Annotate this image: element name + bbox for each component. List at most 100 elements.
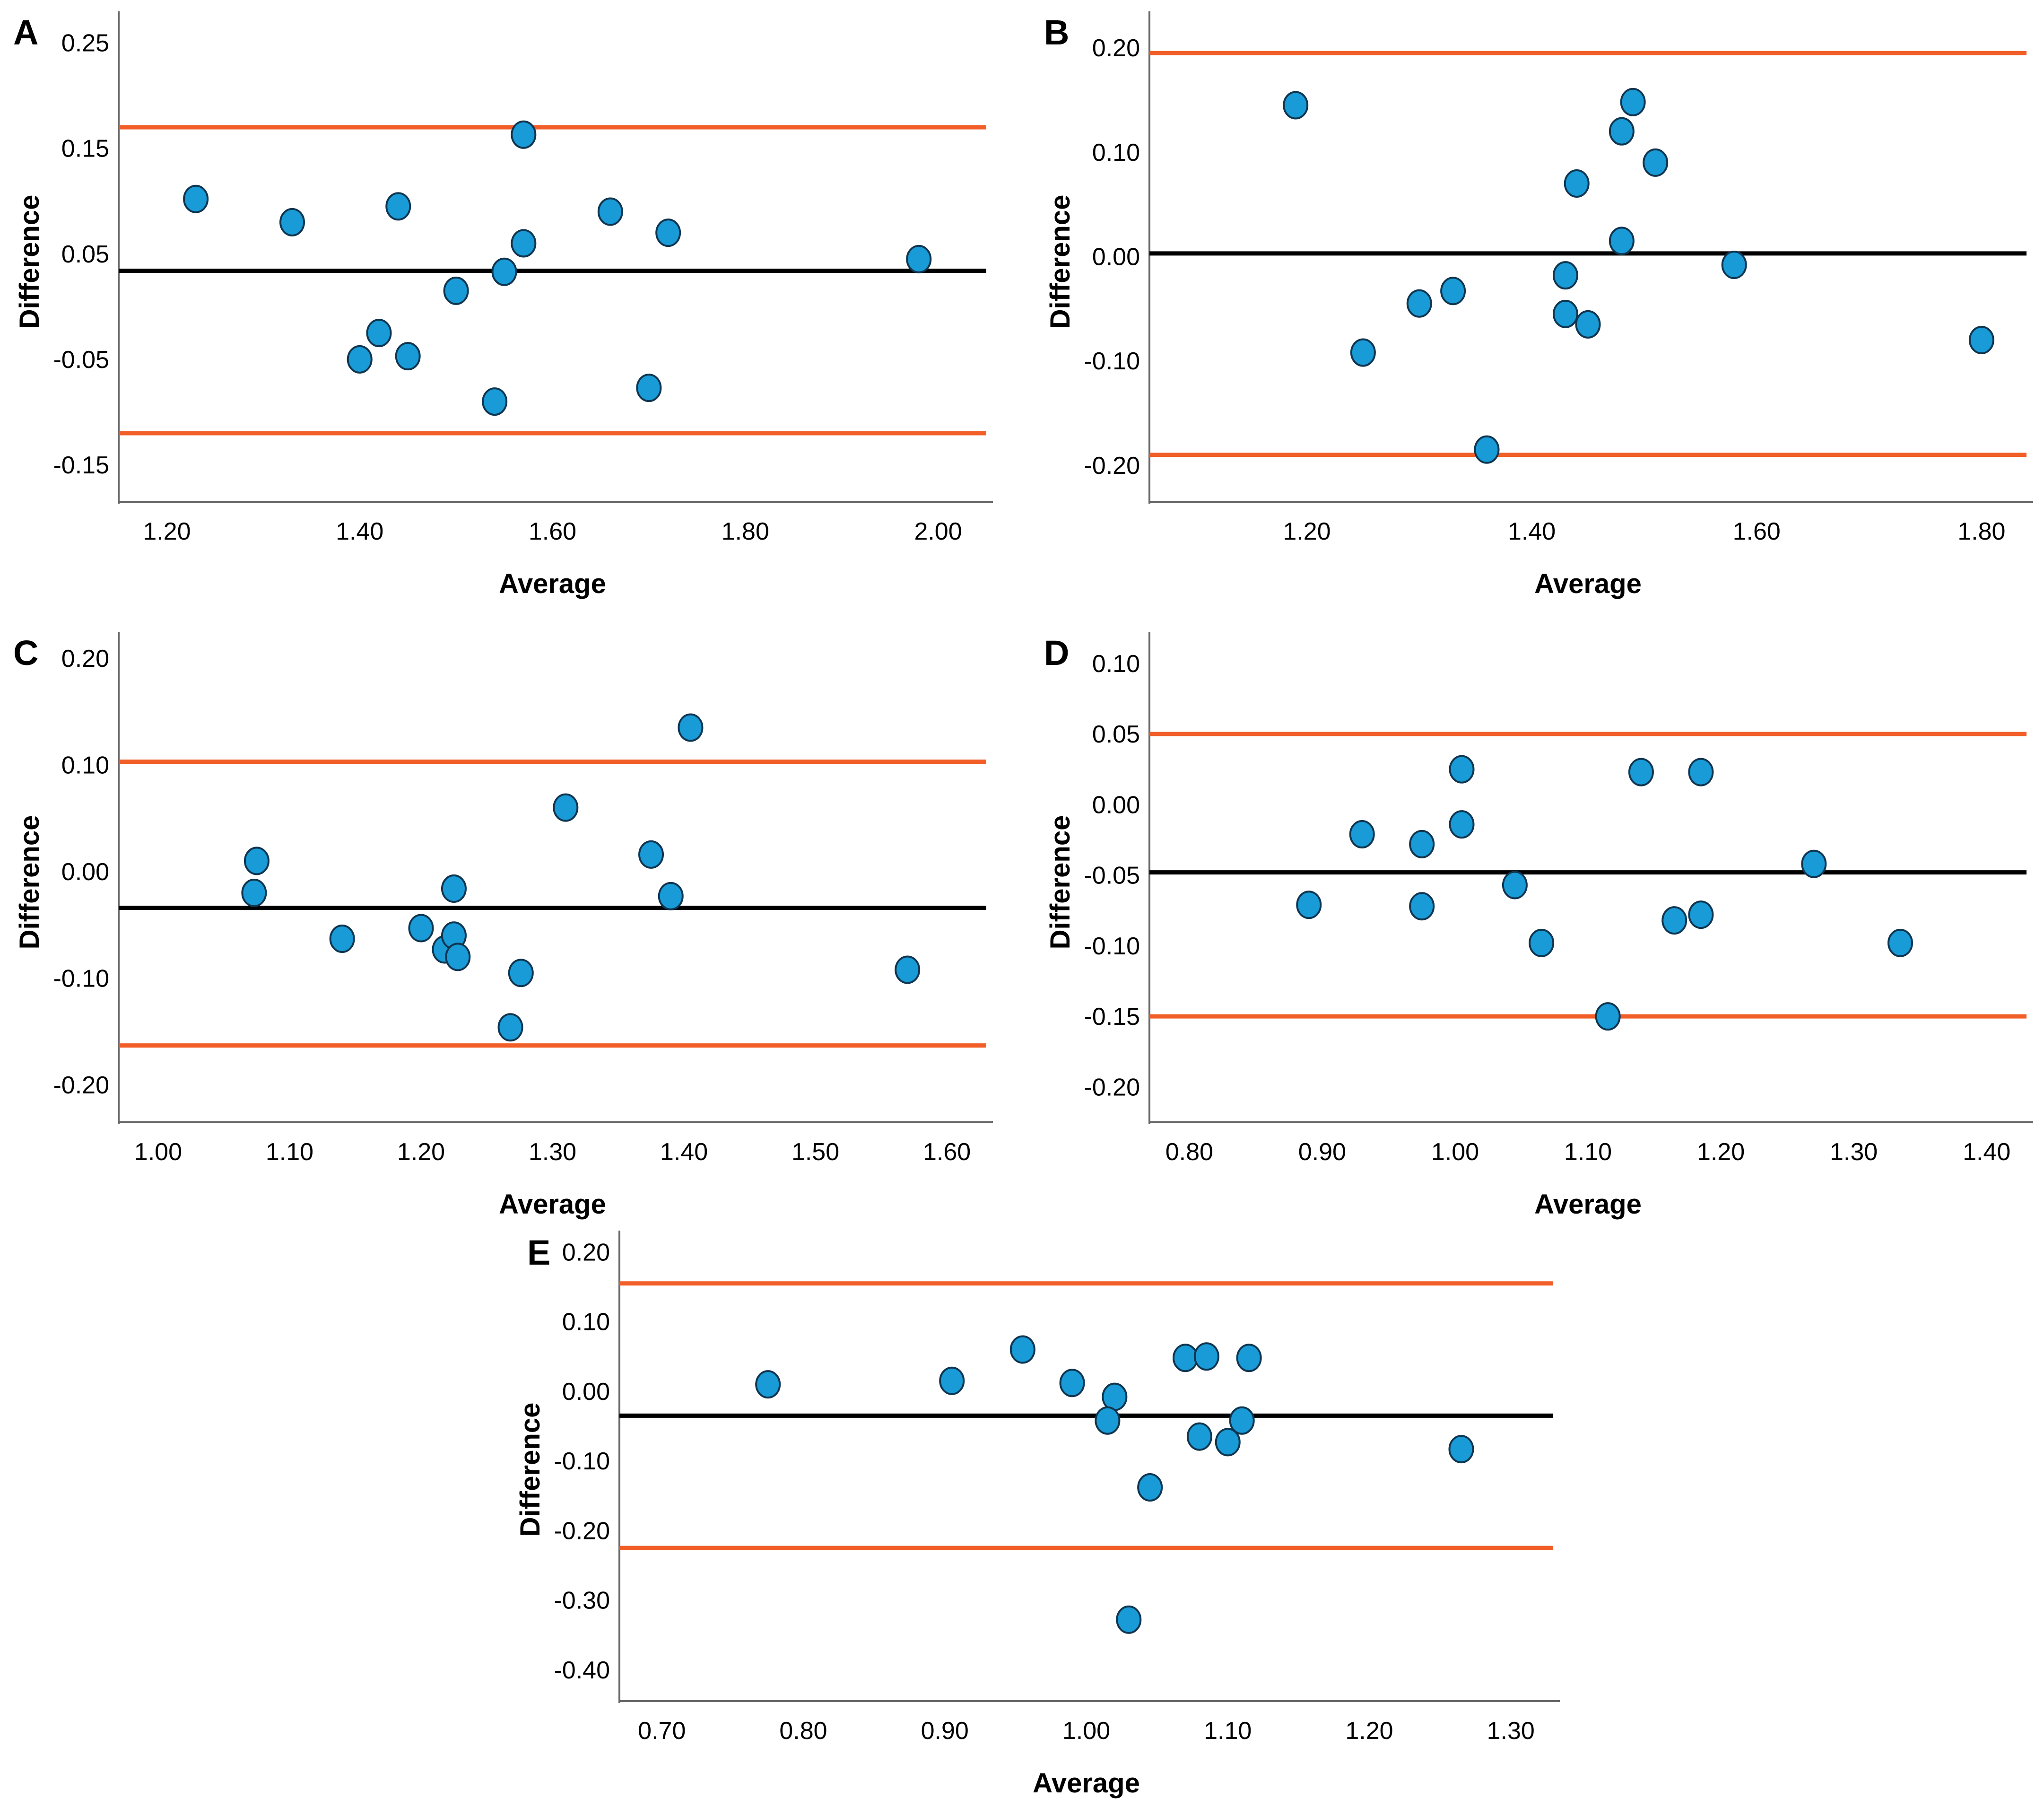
x-tick-label: 1.40 <box>1963 1138 2010 1166</box>
data-point <box>408 914 434 943</box>
data-point <box>1059 1369 1085 1398</box>
data-point <box>1529 928 1555 957</box>
data-point <box>395 342 421 371</box>
x-axis-title: Average <box>1534 568 1642 599</box>
data-point <box>491 257 517 286</box>
data-point <box>1801 849 1827 878</box>
panel-c: C 0.20 0.10 0.00 -0.10 -0.20 1.00 1.10 1.20 1.30… <box>8 623 1000 1240</box>
x-tick-label: 1.60 <box>1733 518 1781 545</box>
bland-altman-chart-e: 0.20 0.10 0.00 -0.10 -0.20 -0.30 -0.40 0.70 0.80… <box>515 1231 1560 1799</box>
panel-c-letter: C <box>13 633 39 673</box>
data-point <box>244 847 270 875</box>
x-tick-label: 2.00 <box>914 518 962 545</box>
data-point <box>1349 820 1375 848</box>
data-point <box>597 197 623 226</box>
data-point <box>1449 755 1475 784</box>
x-tick-label: 1.40 <box>1508 518 1556 545</box>
x-tick-label: 1.00 <box>1062 1717 1110 1745</box>
x-tick-label: 0.90 <box>921 1717 969 1745</box>
y-tick-label: 0.25 <box>61 30 109 57</box>
y-axis-title: Difference <box>515 1403 546 1537</box>
data-point <box>1116 1605 1142 1634</box>
panel-d: D 0.10 0.05 0.00 -0.05 -0.10 -0.15 -0.20 0.80 0.… <box>1038 623 2041 1240</box>
panel-e-letter: E <box>527 1233 551 1272</box>
data-point <box>385 192 411 221</box>
data-point <box>1628 758 1654 786</box>
data-point <box>1406 289 1432 318</box>
data-point <box>1620 87 1646 116</box>
x-tick-label: 1.80 <box>1957 518 2005 545</box>
data-point <box>1095 1406 1121 1435</box>
y-tick-label: -0.10 <box>1084 348 1140 375</box>
data-point <box>1296 891 1322 919</box>
y-tick-label: 0.15 <box>61 135 109 163</box>
x-tick-label: 1.00 <box>1431 1138 1479 1166</box>
y-tick-label: 0.20 <box>61 645 109 673</box>
data-point <box>1449 810 1475 839</box>
y-tick-label: -0.15 <box>1084 1003 1140 1031</box>
x-tick-label: 1.60 <box>529 518 576 545</box>
data-point <box>939 1366 965 1395</box>
data-point <box>1575 310 1601 339</box>
data-point <box>1137 1473 1163 1502</box>
y-tick-label: -0.15 <box>53 452 109 479</box>
y-tick-label: 0.05 <box>61 241 109 268</box>
x-tick-label: 1.20 <box>397 1138 445 1166</box>
y-tick-label: -0.30 <box>554 1587 610 1615</box>
x-tick-label: 1.50 <box>792 1138 839 1166</box>
data-point <box>1564 169 1590 198</box>
y-tick-label: -0.05 <box>1084 862 1140 890</box>
y-tick-label: -0.20 <box>1084 452 1140 480</box>
y-tick-label: 0.10 <box>61 751 109 779</box>
data-point <box>497 1013 523 1042</box>
y-tick-label: 0.10 <box>1092 139 1140 166</box>
panel-b-letter: B <box>1044 13 1070 52</box>
data-point <box>508 959 534 987</box>
x-tick-label: 1.30 <box>529 1138 576 1166</box>
y-tick-label: -0.10 <box>554 1448 610 1475</box>
bland-altman-chart-b: 0.20 0.10 0.00 -0.10 -0.20 1.20 1.40 1.60 1.80 Av… <box>1045 11 2033 599</box>
y-tick-label: 0.05 <box>1092 721 1140 748</box>
x-axis-title: Average <box>499 1189 606 1220</box>
data-point <box>1552 261 1578 290</box>
y-tick-label: 0.00 <box>562 1378 610 1406</box>
data-point <box>1661 906 1687 935</box>
y-tick-label: -0.20 <box>554 1517 610 1545</box>
x-tick-label: 1.40 <box>336 518 383 545</box>
data-point <box>366 319 392 348</box>
data-point <box>655 218 681 247</box>
data-point <box>1172 1344 1198 1372</box>
data-point <box>658 882 684 910</box>
data-point <box>1102 1382 1128 1411</box>
data-point <box>1193 1342 1219 1371</box>
x-tick-label: 0.90 <box>1298 1138 1346 1166</box>
panel-a-letter: A <box>13 13 39 52</box>
y-tick-label: -0.10 <box>1084 933 1140 960</box>
data-point <box>1609 117 1635 146</box>
data-point <box>636 374 662 402</box>
panel-a: A 0.25 0.15 0.05 -0.05 -0.15 1.20 1.40 1.60 1.80… <box>8 3 1000 620</box>
bland-altman-chart-d: 0.10 0.05 0.00 -0.05 -0.10 -0.15 -0.20 0.80 0.90… <box>1045 632 2033 1220</box>
x-tick-label: 1.30 <box>1830 1138 1878 1166</box>
x-axis-title: Average <box>499 568 606 599</box>
data-point <box>347 345 373 374</box>
y-axis-title: Difference <box>1045 815 1076 950</box>
data-point <box>1968 325 1994 354</box>
x-tick-label: 1.30 <box>1487 1717 1535 1745</box>
data-point <box>1595 1002 1621 1031</box>
x-tick-label: 1.20 <box>1283 518 1331 545</box>
y-tick-label: 0.10 <box>1092 650 1140 678</box>
data-point <box>511 229 537 258</box>
y-axis-title: Difference <box>1045 195 1076 329</box>
data-point <box>279 208 305 236</box>
data-point <box>1229 1406 1255 1435</box>
data-point <box>678 713 704 742</box>
x-tick-label: 1.10 <box>266 1138 313 1166</box>
data-point <box>553 793 579 822</box>
x-tick-label: 1.20 <box>143 518 191 545</box>
data-point <box>638 840 664 869</box>
data-point <box>1688 758 1714 786</box>
bland-altman-chart-a: 0.25 0.15 0.05 -0.05 -0.15 1.20 1.40 1.60 1.80 2.… <box>14 11 993 599</box>
data-point <box>445 943 471 971</box>
y-tick-label: 0.20 <box>562 1239 610 1266</box>
